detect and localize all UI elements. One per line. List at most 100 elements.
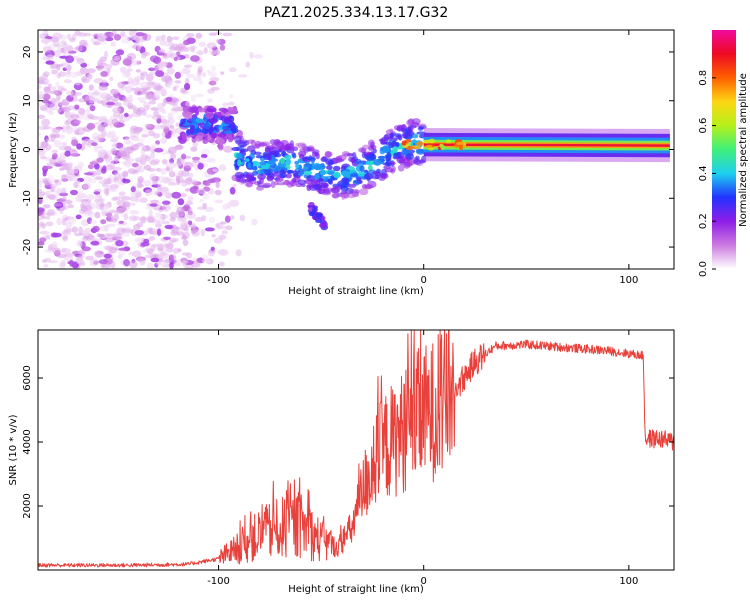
- noise-blob: [141, 241, 150, 247]
- noise-blob: [62, 235, 68, 242]
- noise-blob: [142, 102, 151, 108]
- noise-blob: [220, 221, 227, 225]
- noise-blob: [229, 94, 234, 99]
- noise-blob: [88, 178, 97, 184]
- noise-blob: [81, 78, 90, 84]
- snr-background: [38, 330, 674, 570]
- spectrogram-ylabel: Frequency (Hz): [8, 112, 19, 188]
- noise-blob: [63, 79, 72, 84]
- noise-blob: [215, 223, 220, 228]
- band-b-blob: [372, 148, 377, 154]
- noise-blob: [194, 217, 204, 222]
- noise-blob: [196, 188, 206, 195]
- noise-blob: [177, 114, 183, 121]
- noise-blob: [159, 39, 166, 46]
- noise-blob: [183, 39, 191, 46]
- noise-blob: [74, 104, 80, 110]
- noise-blob: [111, 218, 118, 223]
- noise-blob: [168, 171, 176, 178]
- band-b-blob: [252, 144, 258, 149]
- noise-blob: [194, 93, 204, 98]
- transition-blob: [425, 144, 433, 149]
- band-b-blob: [327, 178, 333, 184]
- snr-ytick-label: 2000: [22, 493, 33, 518]
- noise-blob: [61, 231, 72, 236]
- noise-blob: [164, 53, 173, 58]
- noise-blob: [182, 260, 189, 264]
- noise-blob: [54, 140, 62, 148]
- noise-blob: [99, 201, 105, 208]
- noise-blob: [181, 67, 191, 75]
- noise-blob: [65, 90, 74, 96]
- band-b-blob: [325, 151, 331, 158]
- noise-blob: [131, 202, 136, 206]
- transition-blob: [445, 139, 452, 144]
- noise-blob: [118, 247, 128, 251]
- noise-blob: [227, 101, 235, 106]
- noise-blob: [171, 127, 176, 136]
- noise-blob: [157, 102, 165, 109]
- noise-blob: [169, 158, 175, 164]
- noise-blob: [110, 41, 117, 47]
- noise-blob: [200, 229, 205, 237]
- noise-blob: [69, 114, 80, 119]
- patch-a-blob: [214, 111, 221, 116]
- band-b-blob: [247, 162, 252, 169]
- noise-blob: [61, 142, 68, 147]
- noise-blob: [46, 212, 51, 220]
- noise-blob: [219, 44, 226, 51]
- spectrogram-xlabel: Height of straight line (km): [288, 286, 424, 297]
- band-b-blob: [351, 157, 356, 164]
- noise-blob: [152, 179, 159, 186]
- noise-blob: [149, 173, 157, 182]
- noise-blob: [167, 178, 175, 183]
- noise-blob: [152, 124, 162, 130]
- noise-blob: [210, 86, 220, 91]
- noise-blob: [95, 252, 105, 258]
- band-b-blob: [271, 143, 281, 149]
- noise-blob: [169, 254, 177, 261]
- noise-blob: [149, 71, 157, 76]
- noise-blob: [76, 180, 81, 185]
- spectrogram-ytick-label: -10: [22, 190, 33, 206]
- noise-blob: [131, 250, 142, 258]
- band-b-blob: [407, 127, 412, 134]
- band-b-blob: [271, 171, 281, 177]
- band-b-blob: [254, 151, 262, 156]
- noise-blob: [186, 252, 193, 259]
- band-b-blob: [331, 186, 341, 194]
- noise-blob: [38, 241, 45, 246]
- noise-blob: [87, 68, 96, 74]
- noise-blob: [144, 123, 152, 128]
- snr-frame: [37, 329, 675, 571]
- band-b-blob: [347, 153, 355, 157]
- noise-blob: [52, 247, 62, 255]
- noise-blob: [75, 214, 82, 220]
- noise-blob: [78, 107, 86, 116]
- noise-blob: [64, 120, 70, 126]
- noise-blob: [53, 203, 63, 207]
- band-b-blob: [370, 141, 375, 149]
- patch-a-blob: [195, 118, 205, 124]
- noise-blob: [66, 45, 74, 53]
- noise-blob: [98, 84, 108, 91]
- noise-blob: [53, 90, 59, 94]
- noise-blob: [137, 176, 144, 183]
- noise-blob: [65, 124, 71, 129]
- noise-blob: [177, 248, 182, 253]
- noise-blob: [94, 163, 100, 170]
- noise-blob: [38, 90, 45, 99]
- noise-blob: [209, 76, 220, 82]
- noise-blob: [176, 178, 181, 186]
- noise-blob: [162, 259, 172, 264]
- band-b-blob: [317, 188, 326, 194]
- noise-blob: [124, 215, 130, 220]
- noise-blob: [118, 114, 123, 120]
- snr-xtick-label: 100: [619, 576, 638, 587]
- noise-blob: [174, 107, 185, 112]
- noise-blob: [39, 221, 45, 227]
- noise-blob: [195, 264, 200, 268]
- noise-blob: [160, 186, 170, 195]
- noise-blob: [40, 77, 50, 85]
- noise-blob: [129, 135, 138, 139]
